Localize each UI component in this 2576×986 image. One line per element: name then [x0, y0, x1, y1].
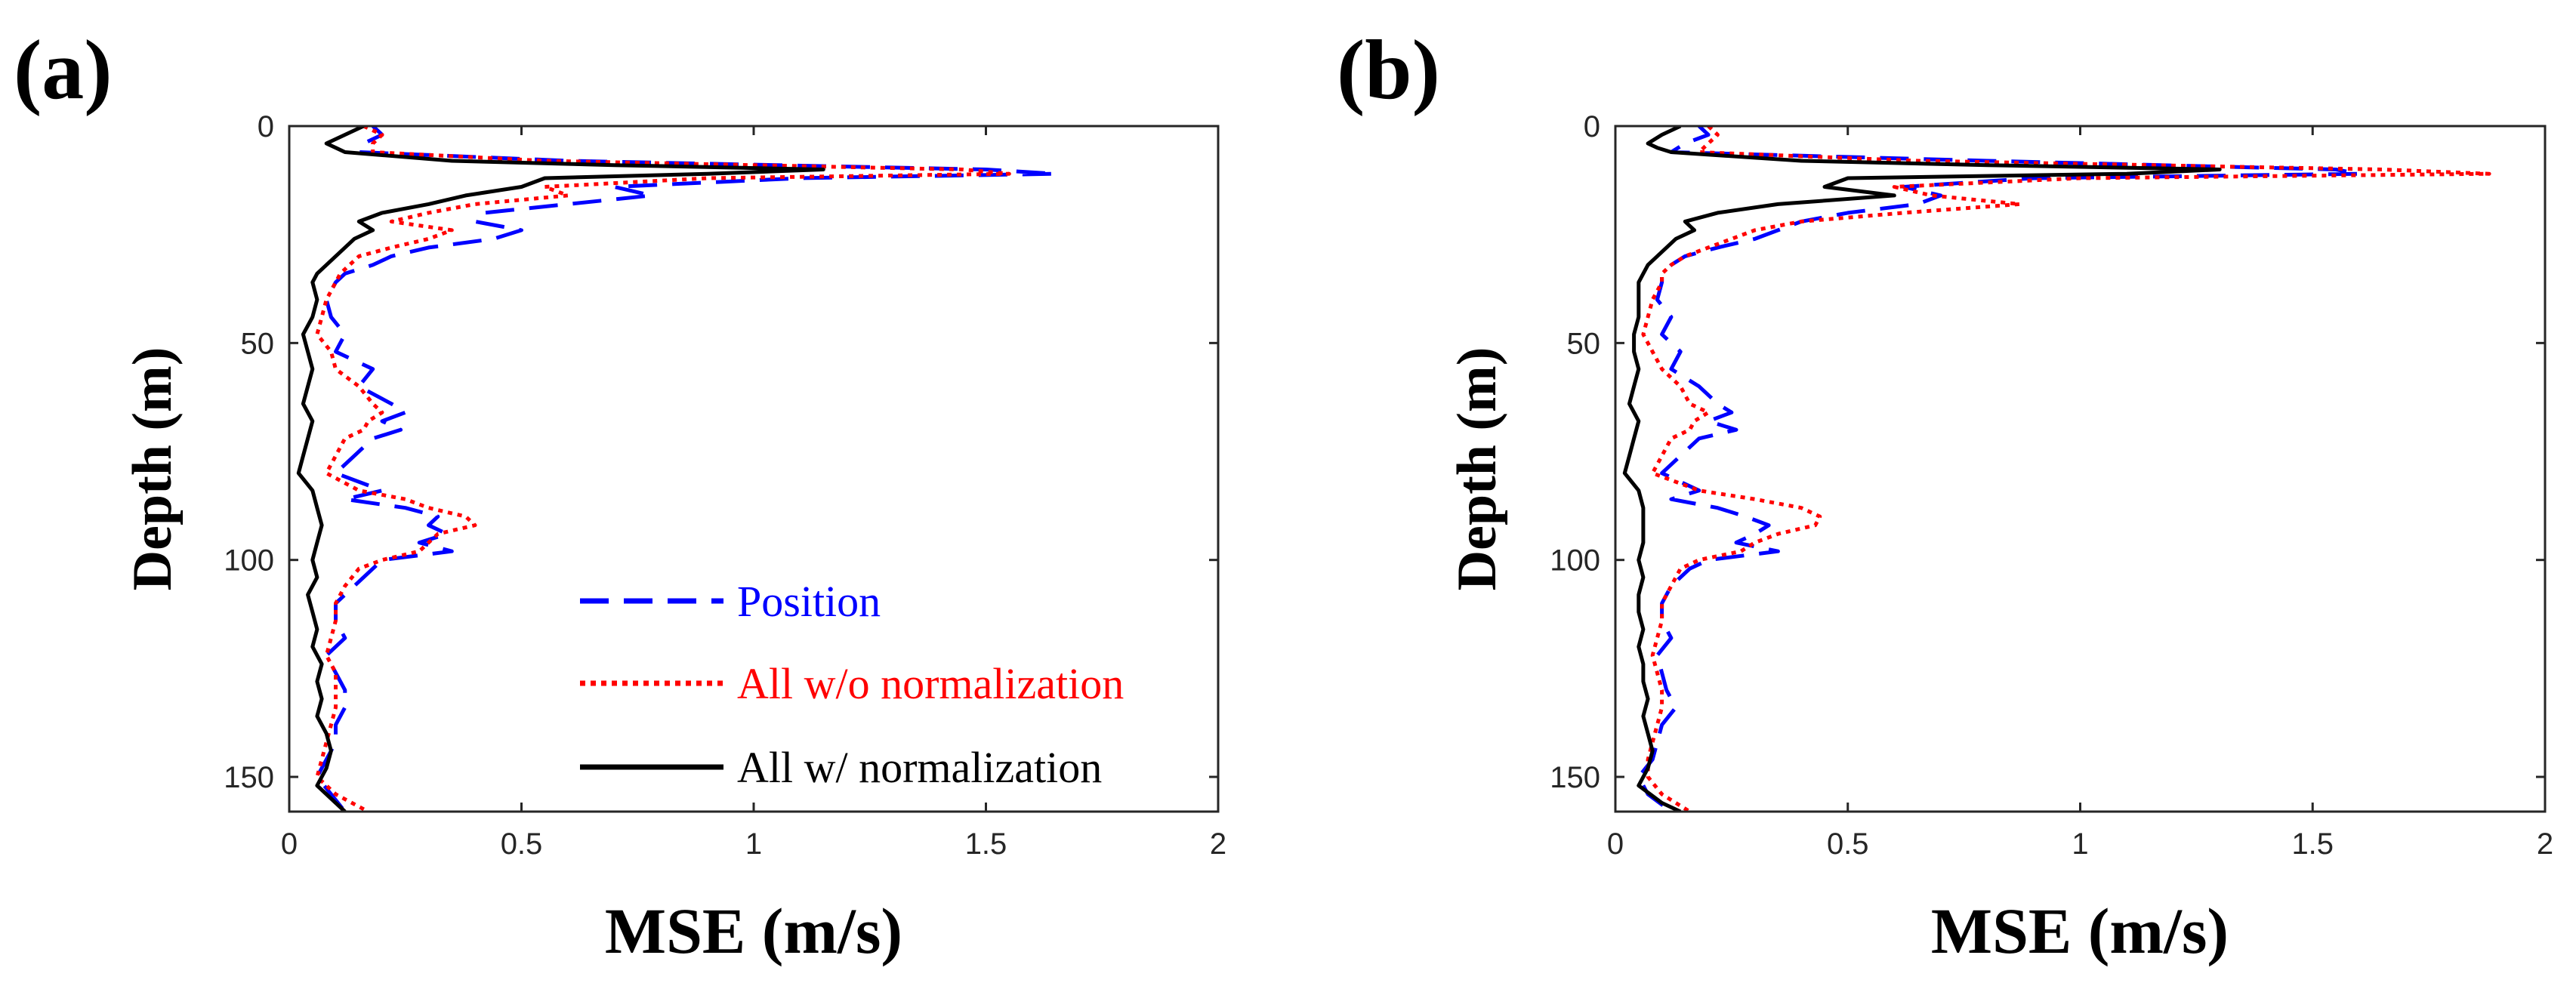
- y-tick-label-a: 150: [224, 761, 274, 794]
- y-tick-label-b: 150: [1550, 761, 1600, 794]
- y-tick-label-b: 0: [1584, 110, 1600, 143]
- x-tick-label-a: 2: [1210, 827, 1226, 861]
- legend-label-all-wo-normalization: All w/o normalization: [737, 659, 1124, 708]
- y-axis-label-a: Depth (m): [122, 347, 184, 591]
- panel-label-b: (b): [1337, 23, 1440, 117]
- x-tick-label-a: 1.5: [965, 827, 1007, 861]
- y-tick-label-b: 50: [1567, 327, 1601, 360]
- series-group-b: [1622, 126, 2491, 812]
- x-tick-label-b: 1.5: [2291, 827, 2334, 861]
- series-line-all-w-normalization-a: [296, 126, 825, 812]
- y-tick-label-a: 100: [224, 544, 274, 578]
- x-tick-label-b: 0: [1607, 827, 1624, 861]
- legend-label-position: Position: [737, 577, 881, 626]
- x-tick-label-b: 2: [2537, 827, 2553, 861]
- legend: Position All w/o normalization All w/ no…: [580, 577, 1124, 792]
- plot-frame-b: [1614, 125, 2547, 813]
- axis-ticks-b: 0 0.5 1 1.5 2 0 50 100 150: [1550, 110, 2553, 861]
- y-tick-label-a: 0: [258, 110, 274, 143]
- legend-label-all-w-normalization: All w/ normalization: [737, 743, 1102, 792]
- x-tick-label-b: 0.5: [1827, 827, 1869, 861]
- x-tick-label-a: 0: [281, 827, 298, 861]
- series-line-all-w-normalization-b: [1622, 126, 2222, 812]
- series-line-all-w-o-normalization-b: [1641, 126, 2491, 812]
- y-axis-label-b: Depth (m): [1446, 347, 1508, 591]
- plot-frame-a: [288, 125, 1220, 813]
- panel-label-a: (a): [14, 23, 113, 117]
- series-line-position-b: [1637, 126, 2362, 812]
- series-line-all-w-o-normalization-a: [315, 126, 1011, 812]
- y-tick-label-b: 100: [1550, 544, 1600, 578]
- x-axis-label-a: MSE (m/s): [605, 895, 902, 967]
- chart-panel-b: (b) Depth (m) MSE (m/s) 0 0.5 1 1.5 2 0 50 100 1…: [1337, 23, 2553, 967]
- x-axis-label-b: MSE (m/s): [1931, 895, 2229, 967]
- series-line-position-a: [315, 126, 1058, 812]
- x-tick-label-b: 1: [2072, 827, 2088, 861]
- x-tick-label-a: 0.5: [501, 827, 543, 861]
- chart-panel-a: (a) Depth (m) MSE (m/s) 0 0.5 1 1.5 2 0 50 100 1…: [14, 23, 1226, 967]
- series-group-a: [296, 126, 1058, 812]
- y-tick-label-a: 50: [241, 327, 275, 360]
- x-tick-label-a: 1: [745, 827, 762, 861]
